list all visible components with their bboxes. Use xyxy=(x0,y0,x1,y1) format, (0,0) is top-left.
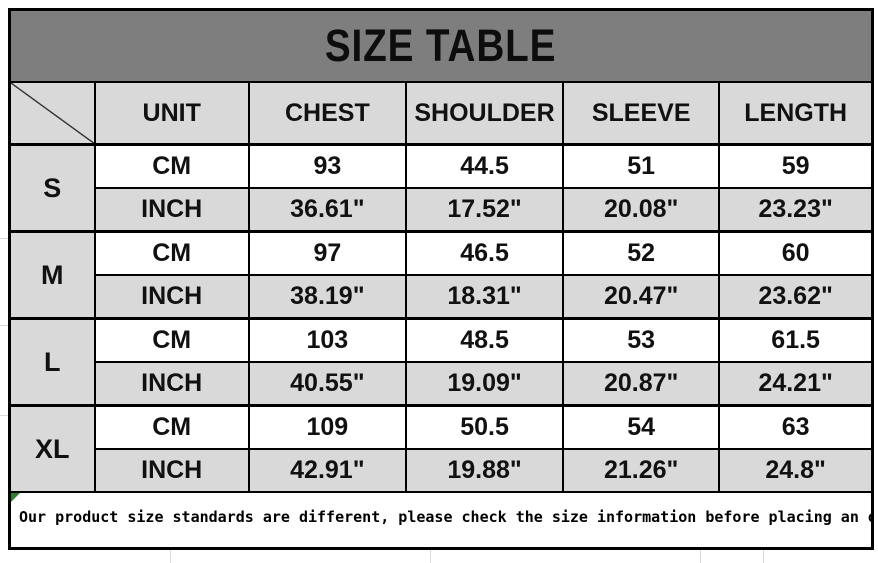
unit-cell-cm: CM xyxy=(93,404,250,450)
cell-l-inch-chest: 40.55" xyxy=(247,361,407,407)
title-row: SIZE TABLE xyxy=(8,8,874,83)
cell-xl-inch-chest: 42.91" xyxy=(247,448,407,493)
footer-note-cell: Our product size standards are different… xyxy=(8,491,874,550)
cell-s-cm-sleeve: 51 xyxy=(562,143,721,189)
cell-s-inch-sleeve: 20.08" xyxy=(562,187,721,233)
cell-xl-inch-shoulder: 19.88" xyxy=(404,448,565,493)
table-row: INCH 42.91" 19.88" 21.26" 24.8" xyxy=(10,448,874,493)
cell-m-inch-shoulder: 18.31" xyxy=(404,274,565,320)
green-corner-marker-icon xyxy=(11,493,20,502)
background-gridline xyxy=(0,238,8,239)
cell-m-cm-chest: 97 xyxy=(247,230,407,276)
column-header-chest: CHEST xyxy=(247,81,407,146)
cell-l-cm-shoulder: 48.5 xyxy=(404,317,565,363)
cell-s-inch-length: 23.23" xyxy=(718,187,874,233)
diagonal-divider-icon xyxy=(11,83,94,143)
cell-l-cm-length: 61.5 xyxy=(718,317,874,363)
page-title: SIZE TABLE xyxy=(325,20,557,71)
unit-cell-inch: INCH xyxy=(93,187,250,233)
background-gridline xyxy=(700,550,701,563)
footer-row: Our product size standards are different… xyxy=(8,491,874,550)
unit-cell-cm: CM xyxy=(93,317,250,363)
title-bar: SIZE TABLE xyxy=(8,8,874,83)
unit-cell-cm: CM xyxy=(93,143,250,189)
column-header-length: LENGTH xyxy=(718,81,874,146)
background-gridline xyxy=(0,415,8,416)
cell-s-cm-shoulder: 44.5 xyxy=(404,143,565,189)
cell-xl-cm-sleeve: 54 xyxy=(562,404,721,450)
column-header-unit: UNIT xyxy=(93,81,250,146)
unit-cell-cm: CM xyxy=(93,230,250,276)
cell-xl-cm-chest: 109 xyxy=(247,404,407,450)
cell-l-inch-shoulder: 19.09" xyxy=(404,361,565,407)
cell-l-inch-sleeve: 20.87" xyxy=(562,361,721,407)
diagonal-corner-cell xyxy=(8,81,96,146)
column-header-sleeve: SLEEVE xyxy=(562,81,721,146)
cell-s-cm-length: 59 xyxy=(718,143,874,189)
cell-m-inch-sleeve: 20.47" xyxy=(562,274,721,320)
column-header-shoulder: SHOULDER xyxy=(404,81,565,146)
cell-s-inch-chest: 36.61" xyxy=(247,187,407,233)
footer-note: Our product size standards are different… xyxy=(19,508,873,527)
cell-l-cm-chest: 103 xyxy=(247,317,407,363)
cell-xl-inch-length: 24.8" xyxy=(718,448,874,493)
size-table: SIZE TABLE UNIT CHEST SHOULDER SLEEVE LE… xyxy=(8,8,874,550)
cell-l-cm-sleeve: 53 xyxy=(562,317,721,363)
cell-m-cm-sleeve: 52 xyxy=(562,230,721,276)
cell-m-cm-length: 60 xyxy=(718,230,874,276)
cell-xl-inch-sleeve: 21.26" xyxy=(562,448,721,493)
table-row: INCH 36.61" 17.52" 20.08" 23.23" xyxy=(10,187,874,233)
background-gridline xyxy=(0,325,8,326)
table-row: M CM 97 46.5 52 60 xyxy=(8,230,874,320)
unit-cell-inch: INCH xyxy=(93,448,250,493)
size-label-m: M xyxy=(8,230,96,320)
unit-cell-inch: INCH xyxy=(93,274,250,320)
cell-s-cm-chest: 93 xyxy=(247,143,407,189)
cell-m-inch-chest: 38.19" xyxy=(247,274,407,320)
cell-l-inch-length: 24.21" xyxy=(718,361,874,407)
size-label-l: L xyxy=(8,317,96,407)
background-gridline xyxy=(170,550,171,563)
table-row: INCH 38.19" 18.31" 20.47" 23.62" xyxy=(10,274,874,320)
column-header-row: UNIT CHEST SHOULDER SLEEVE LENGTH xyxy=(8,81,874,146)
size-label-xl: XL xyxy=(8,404,96,493)
cell-m-inch-length: 23.62" xyxy=(718,274,874,320)
background-gridline xyxy=(763,550,764,563)
cell-xl-cm-shoulder: 50.5 xyxy=(404,404,565,450)
cell-m-cm-shoulder: 46.5 xyxy=(404,230,565,276)
cell-s-inch-shoulder: 17.52" xyxy=(404,187,565,233)
size-label-s: S xyxy=(8,143,96,233)
table-row: L CM 103 48.5 53 61.5 xyxy=(8,317,874,407)
table-row: XL CM 109 50.5 54 63 xyxy=(8,404,874,493)
background-gridline xyxy=(430,550,431,563)
table-row: INCH 40.55" 19.09" 20.87" 24.21" xyxy=(10,361,874,407)
unit-cell-inch: INCH xyxy=(93,361,250,407)
cell-xl-cm-length: 63 xyxy=(718,404,874,450)
table-row: S CM 93 44.5 51 59 xyxy=(8,143,874,233)
